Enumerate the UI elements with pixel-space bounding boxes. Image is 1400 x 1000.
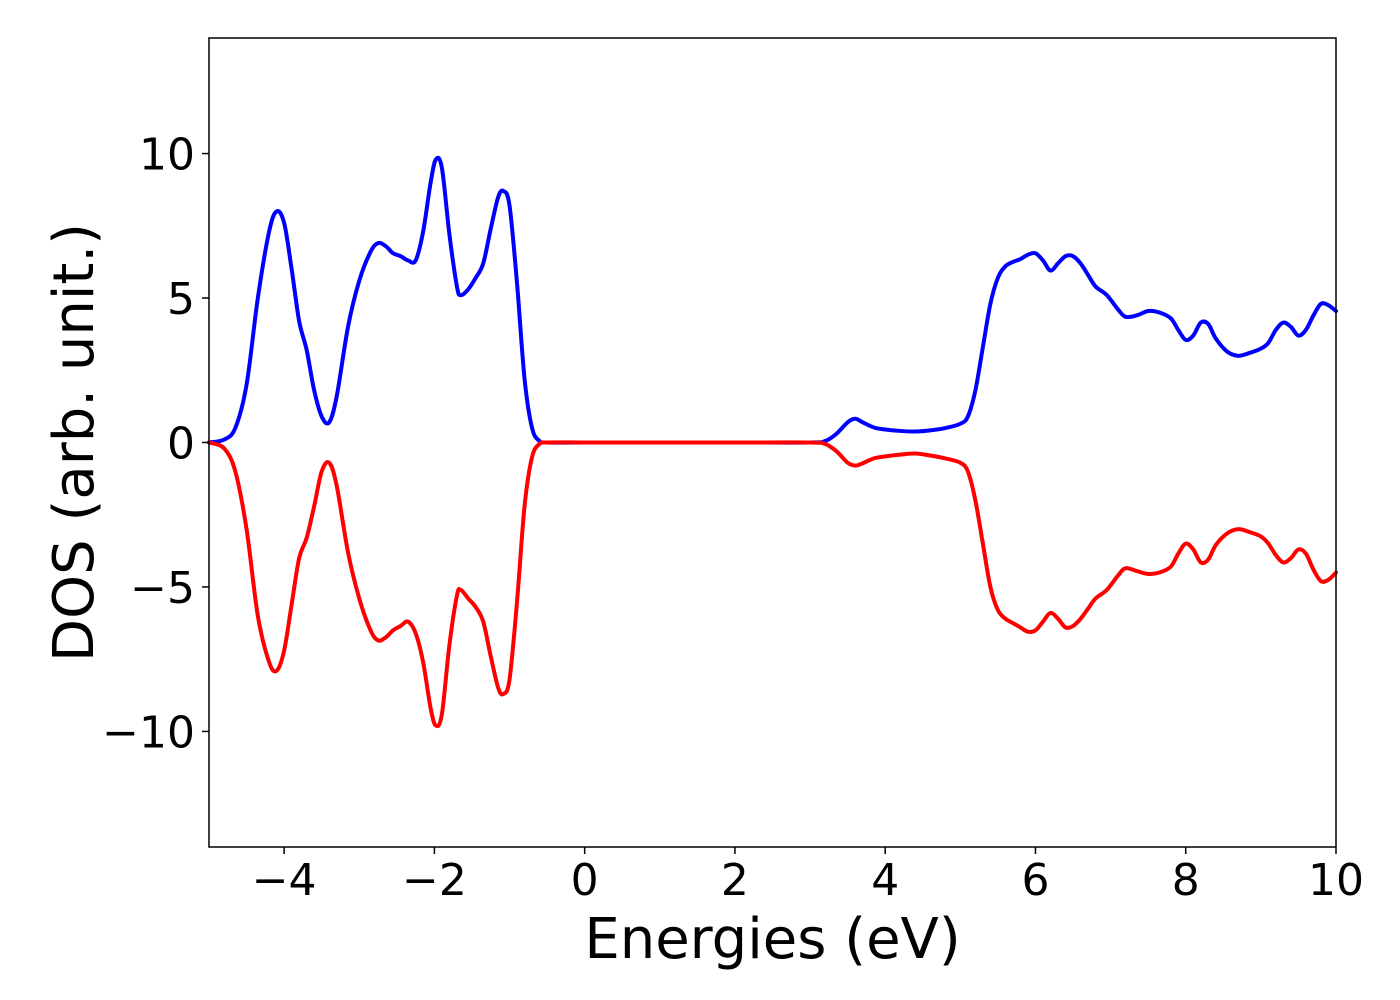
x-tick-label: 6 — [1021, 855, 1049, 906]
x-tick-label: −2 — [402, 855, 467, 906]
series-layer — [207, 155, 1338, 729]
x-axis-title: Energies (eV) — [584, 907, 960, 972]
x-tick-label: 8 — [1172, 855, 1200, 906]
x-tick-label: 0 — [571, 855, 599, 906]
y-tick-label: −5 — [130, 563, 195, 614]
x-tick-label: −4 — [252, 855, 317, 906]
x-tick-label: 4 — [871, 855, 899, 906]
y-tick-label: −10 — [102, 707, 195, 758]
series-line-2 — [207, 440, 1338, 729]
y-axis-ticks: −10 −5 0 5 10 — [102, 130, 209, 758]
x-tick-label: 2 — [721, 855, 749, 906]
y-tick-label: 5 — [167, 274, 195, 325]
y-tick-label: 0 — [167, 419, 195, 470]
x-tick-label: 10 — [1308, 855, 1364, 906]
x-axis-ticks: −4 −2 0 2 4 6 8 10 — [252, 847, 1364, 906]
y-axis-title: DOS (arb. unit.) — [42, 223, 107, 662]
plot-frame — [208, 37, 1337, 848]
series-line-1 — [207, 155, 1338, 445]
y-tick-label: 10 — [139, 130, 195, 181]
